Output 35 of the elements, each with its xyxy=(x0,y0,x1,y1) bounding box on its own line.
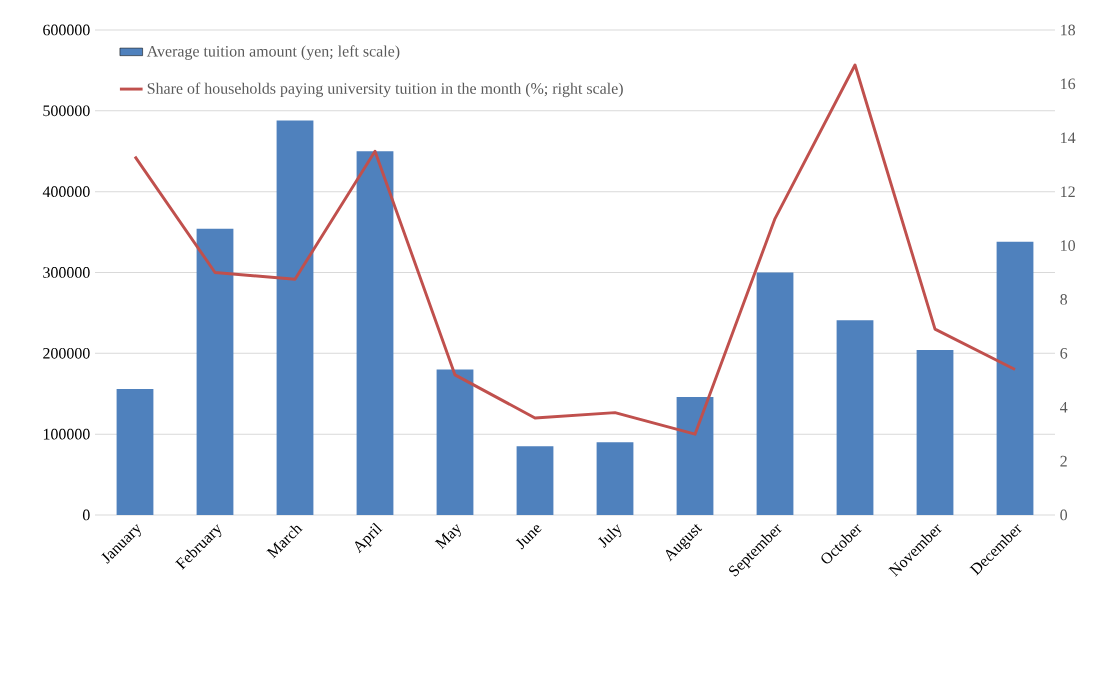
bar xyxy=(116,388,154,515)
y2-tick-label: 18 xyxy=(1061,24,1076,36)
bar xyxy=(916,350,954,515)
y-tick-label: 0 xyxy=(82,509,90,521)
bar xyxy=(356,151,394,515)
bar xyxy=(436,369,474,515)
y2-tick-label: 8 xyxy=(1060,294,1068,305)
legend-label: Share of households paying university tuition in the month (%; right scale) xyxy=(147,82,623,98)
y2-tick-label: 12 xyxy=(1061,186,1075,197)
x-tick-label: July xyxy=(597,524,622,548)
bar xyxy=(676,396,714,515)
bar xyxy=(276,120,314,515)
line-series xyxy=(133,63,1017,436)
bar xyxy=(196,228,234,515)
bar xyxy=(996,241,1034,515)
y2-tick-label: 6 xyxy=(1060,347,1068,359)
legend-label: Average tuition amount (yen; left scale) xyxy=(146,45,400,60)
y2-tick-label: 10 xyxy=(1061,240,1076,251)
y-tick-label: 300000 xyxy=(43,267,90,278)
bar xyxy=(596,442,634,515)
y-tick-label: 600000 xyxy=(43,24,90,36)
bar xyxy=(516,446,554,515)
y-tick-label: 400000 xyxy=(42,186,90,198)
y-tick-label: 500000 xyxy=(43,105,90,117)
y2-tick-label: 16 xyxy=(1061,78,1076,90)
bar xyxy=(836,320,874,515)
y2-tick-label: 2 xyxy=(1060,455,1067,467)
x-tick-label: June xyxy=(515,525,542,550)
y2-tick-label: 0 xyxy=(1060,509,1068,521)
x-tick-label: May xyxy=(434,523,461,550)
y2-tick-label: 4 xyxy=(1060,401,1068,413)
y-tick-label: 200000 xyxy=(43,347,90,359)
y2-tick-label: 14 xyxy=(1061,132,1076,144)
bar xyxy=(756,272,794,515)
y-tick-label: 100000 xyxy=(43,428,90,440)
